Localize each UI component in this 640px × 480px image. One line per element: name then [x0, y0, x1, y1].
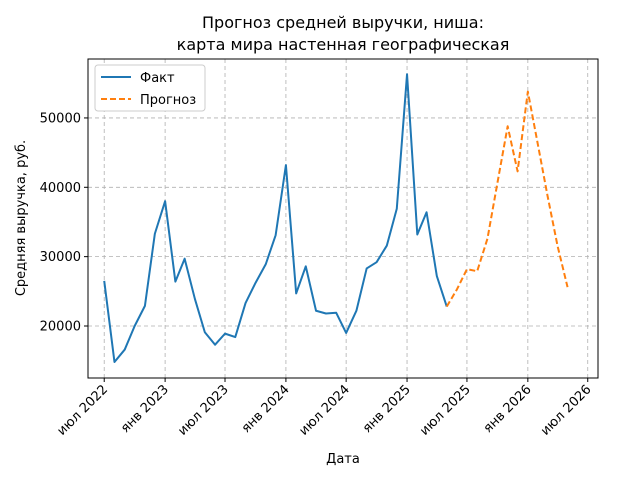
series-layer: [103, 73, 569, 364]
y-tick-label: 20000: [40, 319, 81, 334]
y-axis: 20000 30000 40000 50000: [40, 111, 88, 334]
y-tick-label: 30000: [40, 250, 81, 265]
x-axis-label: Дата: [326, 452, 360, 467]
x-tick-label: янв 2026: [481, 382, 535, 436]
series-line-forecast: [445, 90, 569, 308]
chart-title-line-1: Прогноз средней выручки, ниша:: [202, 13, 484, 32]
x-tick-label: янв 2024: [239, 382, 293, 436]
legend: Факт Прогноз: [94, 64, 206, 112]
chart-title-line-2: карта мира настенная географическая: [177, 35, 510, 54]
legend-label-fact: Факт: [140, 71, 175, 86]
x-tick-label: июл 2026: [538, 382, 595, 439]
y-tick-label: 40000: [40, 181, 81, 196]
y-tick-label: 50000: [40, 111, 81, 126]
x-axis: июл 2022 янв 2023 июл 2023 янв 2024 июл 2024…: [55, 378, 595, 439]
x-tick-label: июл 2022: [55, 382, 112, 439]
y-axis-label: Средняя выручка, руб.: [14, 140, 29, 296]
x-tick-label: июл 2024: [296, 382, 353, 439]
x-tick-label: янв 2025: [360, 382, 414, 436]
x-tick-label: янв 2023: [118, 382, 172, 436]
x-tick-label: июл 2023: [175, 382, 232, 439]
legend-label-forecast: Прогноз: [140, 93, 196, 108]
plot-frame: [87, 58, 599, 379]
x-tick-label: июл 2025: [417, 382, 474, 439]
series-line-fact: [103, 73, 448, 364]
